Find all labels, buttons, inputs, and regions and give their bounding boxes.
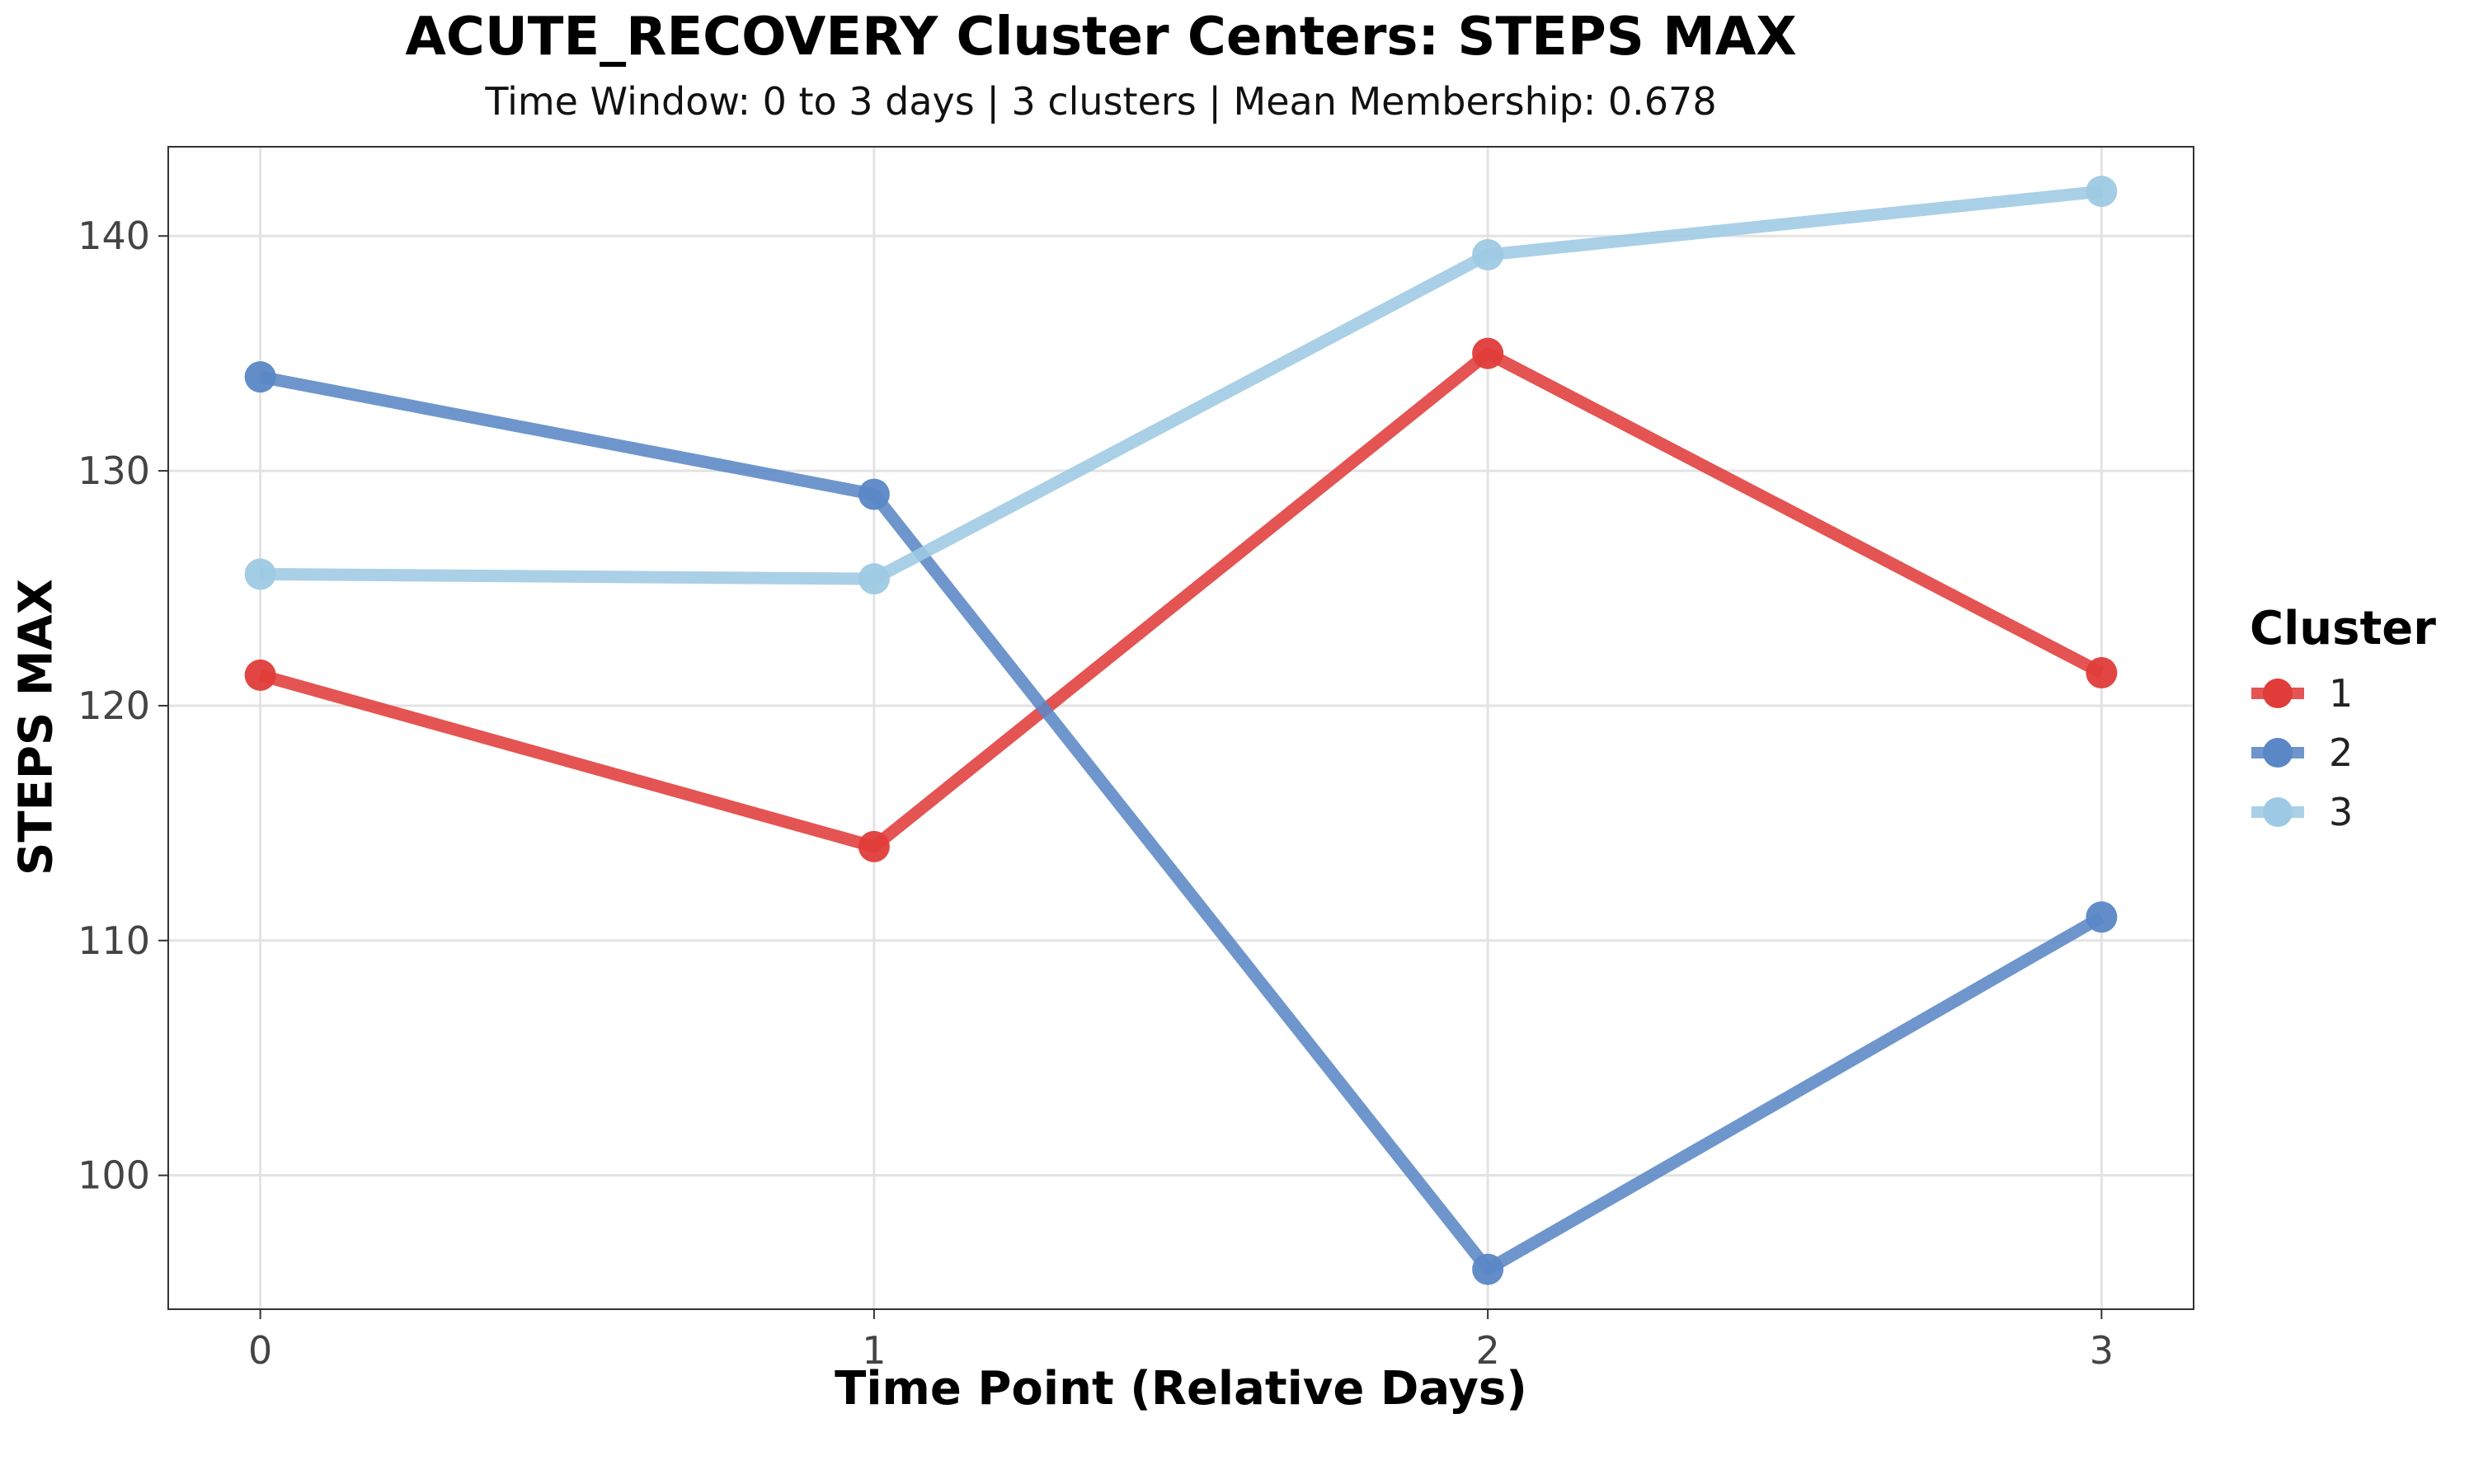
data-point-cluster-3 xyxy=(244,558,276,590)
x-axis-label: Time Point (Relative Days) xyxy=(835,1362,1527,1416)
legend-item-1: 1 xyxy=(2250,664,2436,723)
legend-key-point xyxy=(2263,738,2293,768)
legend-item-2: 2 xyxy=(2250,723,2436,782)
series-line-1 xyxy=(258,347,2105,853)
legend-label: 1 xyxy=(2329,671,2354,716)
data-point-cluster-3 xyxy=(1472,239,1504,271)
axes: 0 1 2 3 100 110 120 130 140 xyxy=(78,214,2114,1373)
series-line-2 xyxy=(259,370,2105,1276)
legend-key-2 xyxy=(2251,738,2304,768)
chart-title: ACUTE_RECOVERY Cluster Centers: STEPS MA… xyxy=(405,7,1797,68)
legend-key-point xyxy=(2263,679,2293,708)
legend-key-point xyxy=(2263,797,2293,827)
legend-label: 3 xyxy=(2329,790,2354,834)
y-tick-label: 140 xyxy=(78,214,150,258)
chart-subtitle: Time Window: 0 to 3 days | 3 clusters | … xyxy=(485,79,1717,124)
series-line-3 xyxy=(260,185,2103,585)
x-tick-label: 0 xyxy=(248,1328,272,1373)
y-tick-label: 120 xyxy=(78,683,150,728)
data-point-cluster-2 xyxy=(244,361,276,393)
legend-key-3 xyxy=(2251,797,2304,827)
data-point-cluster-2 xyxy=(1472,1253,1504,1285)
legend-items: 1 2 3 xyxy=(2250,664,2436,842)
legend-label: 2 xyxy=(2329,730,2354,775)
legend-item-3: 3 xyxy=(2250,782,2436,842)
data-point-cluster-1 xyxy=(2086,657,2118,689)
x-tick-label: 3 xyxy=(2090,1328,2114,1373)
data-point-cluster-2 xyxy=(2086,901,2118,933)
legend: Cluster 1 2 3 xyxy=(2250,602,2436,842)
data-point-cluster-1 xyxy=(858,830,890,862)
plot-border xyxy=(167,146,2194,1310)
x-tick-label: 1 xyxy=(862,1328,886,1373)
data-point-cluster-2 xyxy=(858,478,890,510)
data-point-cluster-1 xyxy=(1472,337,1504,369)
data-point-cluster-3 xyxy=(858,563,890,595)
y-tick-label: 110 xyxy=(78,918,150,963)
y-axis-label: STEPS MAX xyxy=(9,579,63,876)
legend-title: Cluster xyxy=(2250,602,2436,655)
legend-key-1 xyxy=(2251,679,2304,708)
data-point-cluster-1 xyxy=(244,659,276,691)
plot-background xyxy=(168,147,2194,1309)
data-point-cluster-3 xyxy=(2086,176,2118,208)
series-layer xyxy=(244,176,2118,1285)
y-tick-label: 100 xyxy=(78,1153,150,1198)
x-tick-label: 2 xyxy=(1475,1328,1499,1373)
y-tick-label: 130 xyxy=(78,448,150,493)
